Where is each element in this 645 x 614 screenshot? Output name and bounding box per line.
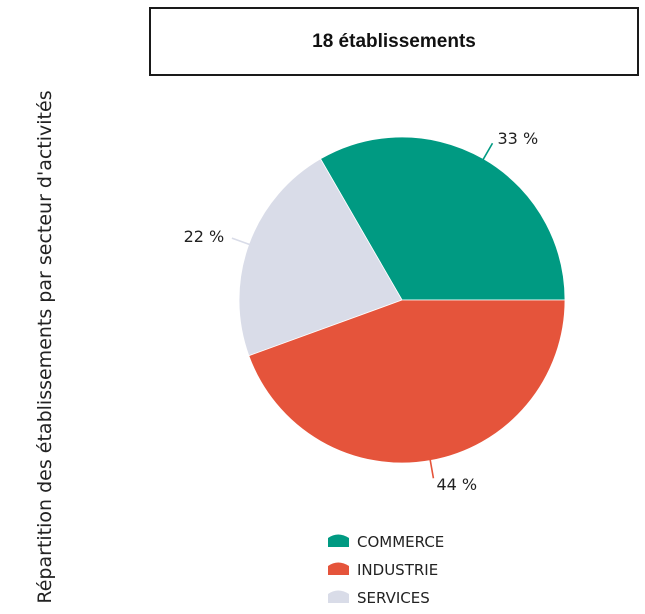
leader-line-commerce <box>481 142 494 162</box>
slice-label-commerce: 33 % <box>498 129 539 148</box>
leader-line-services <box>231 237 252 247</box>
slice-label-services: 22 % <box>184 227 225 246</box>
legend: COMMERCE INDUSTRIE SERVICES <box>328 533 444 607</box>
legend-swatch-services <box>328 590 349 603</box>
slice-label-industrie: 44 % <box>436 475 477 494</box>
legend-swatch-industrie <box>328 562 349 575</box>
legend-label-industrie: INDUSTRIE <box>357 561 438 579</box>
slice-labels: 33 % 22 % 44 % <box>184 129 539 494</box>
pie-slices <box>238 136 566 464</box>
establishment-count: 18 établissements <box>312 30 476 52</box>
legend-label-services: SERVICES <box>357 589 430 607</box>
leader-lines <box>231 142 494 479</box>
leader-line-industrie <box>428 457 435 479</box>
legend-swatch-commerce <box>328 534 349 547</box>
legend-label-commerce: COMMERCE <box>357 533 444 551</box>
establishment-count-box: 18 établissements <box>149 7 639 76</box>
